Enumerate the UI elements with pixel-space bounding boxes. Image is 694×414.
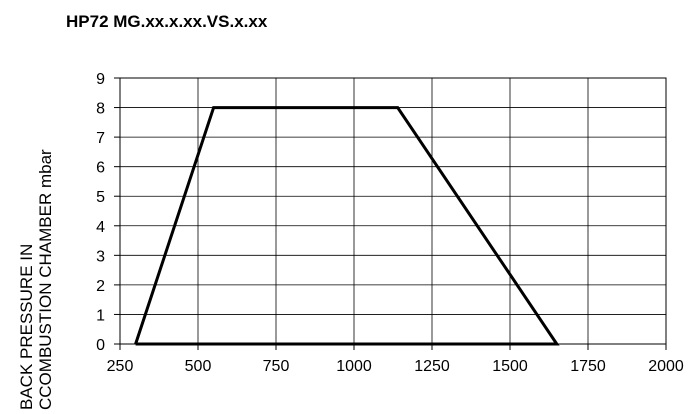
y-tick-label-9: 9	[96, 71, 105, 88]
x-tick-label-1500: 1500	[492, 358, 528, 375]
y-tick-label-8: 8	[96, 101, 105, 118]
y-tick-label-5: 5	[96, 189, 105, 206]
y-axis-tick-labels: 0 1 2 3 4 5 6 7 8 9	[96, 71, 105, 354]
series-line-0	[134, 106, 560, 346]
y-axis-label-line-1: BACK PRESSURE IN	[17, 244, 36, 410]
x-tick-label-250: 250	[107, 358, 134, 375]
y-axis-label-line-2: CCOMBUSTION CHAMBER mbar	[36, 149, 55, 410]
x-tick-label-2000: 2000	[648, 358, 684, 375]
y-tick-label-3: 3	[96, 248, 105, 265]
x-tick-label-1000: 1000	[336, 358, 372, 375]
y-tick-label-2: 2	[96, 278, 105, 295]
y-axis-label: BACK PRESSURE IN CCOMBUSTION CHAMBER mba…	[17, 149, 55, 410]
y-tick-label-4: 4	[96, 219, 105, 236]
x-tick-label-500: 500	[185, 358, 212, 375]
grid	[120, 78, 666, 344]
x-tick-label-1250: 1250	[414, 358, 450, 375]
plot-frame	[119, 77, 667, 345]
chart-title: HP72 MG.xx.x.xx.VS.x.xx	[66, 12, 268, 31]
y-tick-label-6: 6	[96, 160, 105, 177]
x-tick-label-750: 750	[263, 358, 290, 375]
y-tick-label-1: 1	[96, 307, 105, 324]
axis-ticks	[114, 77, 667, 350]
x-tick-label-1750: 1750	[570, 358, 606, 375]
y-tick-label-7: 7	[96, 130, 105, 147]
x-axis-tick-labels: 250 500 750 1000 1250 1500 1750 2000	[107, 358, 684, 375]
y-tick-label-0: 0	[96, 337, 105, 354]
series	[134, 106, 560, 346]
